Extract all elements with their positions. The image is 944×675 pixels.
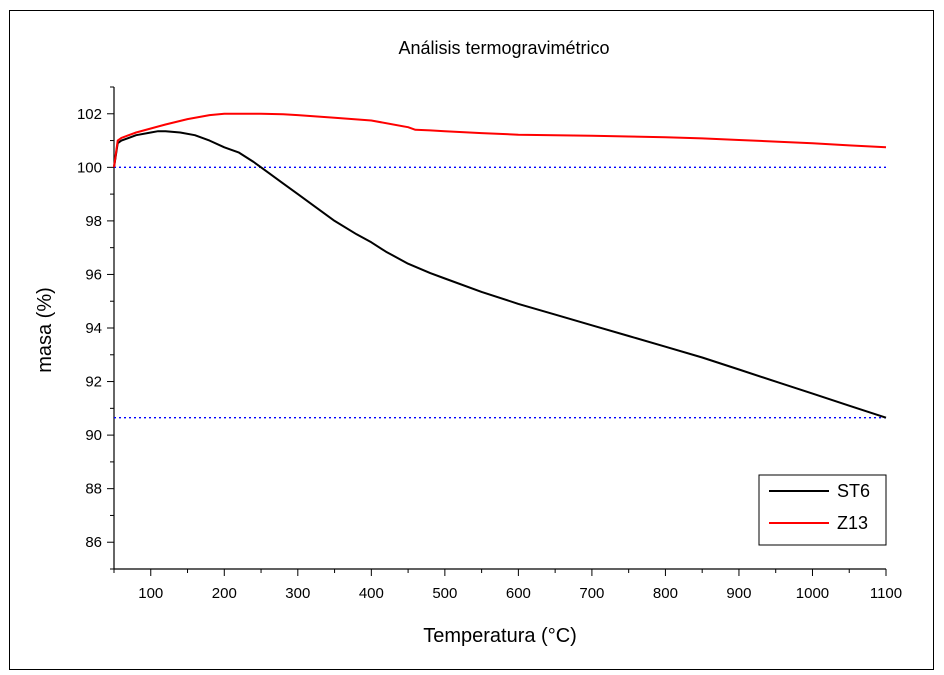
x-tick-label: 500 (432, 585, 457, 602)
y-tick-label: 90 (85, 427, 102, 444)
legend-label-st6: ST6 (837, 481, 870, 501)
y-tick-label: 86 (85, 534, 102, 551)
x-tick-label: 900 (726, 585, 751, 602)
x-tick-label: 800 (653, 585, 678, 602)
x-tick-label: 100 (138, 585, 163, 602)
legend-box (758, 474, 887, 546)
series-line-st6 (113, 130, 887, 419)
y-tick-label: 98 (85, 213, 102, 230)
x-tick-label: 400 (359, 585, 384, 602)
legend: ST6 Z13 (758, 474, 887, 546)
chart-title: Análisis termogravimétrico (398, 38, 609, 58)
y-tick-label: 88 (85, 481, 102, 498)
x-tick-label: 1100 (870, 585, 902, 602)
x-tick-label: 200 (212, 585, 237, 602)
y-tick-label: 100 (77, 159, 102, 176)
series-line-z13 (113, 112, 887, 168)
legend-label-z13: Z13 (837, 513, 868, 533)
y-tick-label: 96 (85, 266, 102, 283)
y-tick-label: 92 (85, 374, 102, 391)
x-tick-label: 600 (506, 585, 531, 602)
y-axis-title: masa (%) (34, 287, 56, 373)
y-tick-label: 102 (77, 106, 102, 123)
y-tick-label: 94 (85, 320, 102, 337)
x-tick-label: 700 (579, 585, 604, 602)
x-tick-label: 1000 (796, 585, 829, 602)
chart-frame (9, 10, 934, 670)
x-tick-label: 300 (285, 585, 310, 602)
x-axis-title: Temperatura (°C) (423, 625, 577, 647)
